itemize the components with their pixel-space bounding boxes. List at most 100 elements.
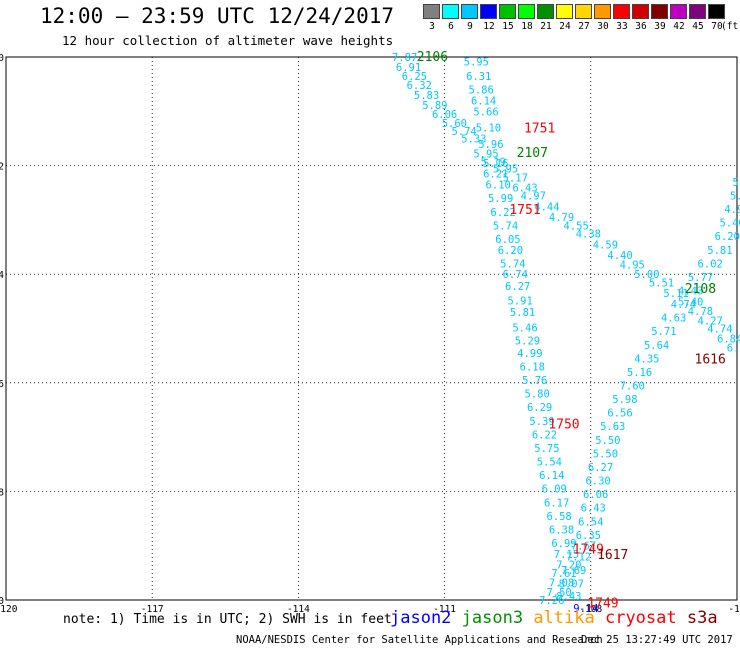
wave-height-value: 5.95 (464, 56, 489, 68)
wave-height-value: 5.81 (510, 307, 535, 319)
wave-height-value: 5.83 (414, 90, 439, 102)
satellite-s3a: s3a (686, 608, 718, 628)
wave-height-value: 6.35 (576, 530, 601, 542)
wave-height-value: 5.64 (644, 340, 669, 352)
wave-height-value: 6.99 (551, 538, 576, 550)
legend-swatch (499, 4, 516, 19)
wave-height-value: 5.95 (493, 163, 518, 175)
pass-time-label: 2107 (517, 146, 548, 161)
wave-height-value: 6.27 (588, 462, 613, 474)
wave-height-value: 5.75 (534, 443, 559, 455)
wave-height-value: 5.91 (507, 295, 532, 307)
wave-height-value: 6.43 (512, 182, 537, 194)
legend-swatch (708, 4, 725, 19)
wave-height-value: 4.43 (678, 285, 703, 297)
wave-height-value: 4.74 (671, 299, 696, 311)
generated-timestamp: Dec 25 13:27:49 UTC 2017 (581, 634, 733, 646)
wave-height-value: 7.69 (561, 565, 586, 577)
wave-height-value: 5.40 (678, 296, 703, 308)
wave-height-value: 5.54 (537, 457, 562, 469)
pass-time-label: 1750 (548, 418, 579, 433)
wave-height-value: 7.15 (554, 549, 579, 561)
pass-time-label: 1749 (573, 542, 604, 557)
wave-height-value: 4.38 (576, 228, 601, 240)
lon-tick-label: -10 (728, 604, 740, 615)
wave-height-value: 5.63 (600, 421, 625, 433)
legend-label: 39 (654, 21, 666, 32)
wave-height-value: 7.87 (392, 52, 417, 64)
wave-height-value: 7.26 (539, 595, 564, 607)
wave-height-value: 7.67 (571, 541, 596, 553)
satellite-jason2: jason2 (390, 608, 462, 628)
wave-height-value: 7.61 (551, 568, 576, 580)
wave-height-value: 6.74 (503, 269, 528, 281)
wave-height-value: 5.46 (512, 322, 537, 334)
wave-height-value: 5.17 (503, 173, 528, 185)
lon-tick-label: -111 (433, 604, 456, 615)
wave-height-value: 5.76 (522, 375, 547, 387)
lon-tick-label: -117 (141, 604, 164, 615)
satellite-legend: jason2 jason3 altika cryosat s3a (390, 608, 718, 628)
legend-label: 3 (429, 21, 435, 32)
wave-height-value: 6.38 (549, 524, 574, 536)
wave-height-value: 6.22 (532, 429, 557, 441)
pass-time-label: 1617 (597, 548, 628, 563)
lon-tick-label: -114 (287, 604, 310, 615)
wave-height-value: 6.21 (483, 169, 508, 181)
legend-label: 27 (578, 21, 590, 32)
wave-height-value: 6.58 (546, 511, 571, 523)
wave-height-value: 6.02 (698, 258, 723, 270)
wave-height-value: 5.9 (732, 177, 740, 189)
wave-height-value: 6.06 (583, 489, 608, 501)
pass-time-label: 1751 (524, 122, 555, 137)
legend-label: 24 (559, 21, 571, 32)
footnote: note: 1) Time is in UTC; 2) SWH is in fe… (63, 612, 392, 627)
wave-height-value: 5.89 (422, 100, 447, 112)
wave-height-value: 5.50 (593, 448, 618, 460)
wave-height-value: 4.99 (517, 348, 542, 360)
credit-line: NOAA/NESDIS Center for Satellite Applica… (236, 634, 603, 646)
wave-height-value: 4.40 (607, 250, 632, 262)
legend-swatch (461, 4, 478, 19)
legend-swatch (632, 4, 649, 19)
lat-tick-label: -58 (0, 487, 4, 498)
satellite-cryosat: cryosat (604, 608, 687, 628)
wave-height-value: 7.60 (620, 381, 645, 393)
wave-height-value: 5.39 (529, 416, 554, 428)
wave-height-value: 6.10 (486, 180, 511, 192)
legend-label: 33 (616, 21, 628, 32)
wave-height-value: 5.00 (634, 269, 659, 281)
wave-height-value: 5.99 (488, 193, 513, 205)
legend-swatch (651, 4, 668, 19)
wave-height-value: 6.22 (490, 207, 515, 219)
wave-height-value: 5.3 (730, 190, 740, 202)
wave-height-value: 6.09 (542, 484, 567, 496)
legend-swatch (613, 4, 630, 19)
wave-height-value: 6.18 (520, 362, 545, 374)
wave-height-value: 5.74 (500, 258, 525, 270)
wave-height-value: 5.10 (476, 123, 501, 135)
wave-height-value: 5.33 (461, 133, 486, 145)
pass-time-label: 2106 (417, 50, 448, 65)
legend-swatch (594, 4, 611, 19)
wave-height-value: 6.14 (471, 95, 496, 107)
legend-label: 70 (711, 21, 723, 32)
map-frame (5, 56, 738, 601)
wave-height-value: 4.27 (698, 315, 723, 327)
wave-height-value: 6.31 (466, 71, 491, 83)
wave-height-value: 5.66 (473, 106, 498, 118)
wave-height-value: 5.19 (481, 156, 506, 168)
wave-height-value: 7.12 (566, 552, 591, 564)
wave-height-value: 6.32 (407, 80, 432, 92)
wave-height-value: 6.56 (607, 408, 632, 420)
legend-swatch (575, 4, 592, 19)
wave-height-value: 5.81 (707, 245, 732, 257)
wave-height-value: 4.79 (549, 212, 574, 224)
wave-height-value: 6.84 (717, 333, 740, 345)
wave-height-value: 6.27 (505, 281, 530, 293)
wave-height-value: 5.95 (473, 149, 498, 161)
map-title: 12:00 – 23:59 UTC 12/24/2017 (40, 4, 395, 28)
wave-height-value: 7.50 (546, 587, 571, 599)
wave-height-value: 5.71 (651, 326, 676, 338)
